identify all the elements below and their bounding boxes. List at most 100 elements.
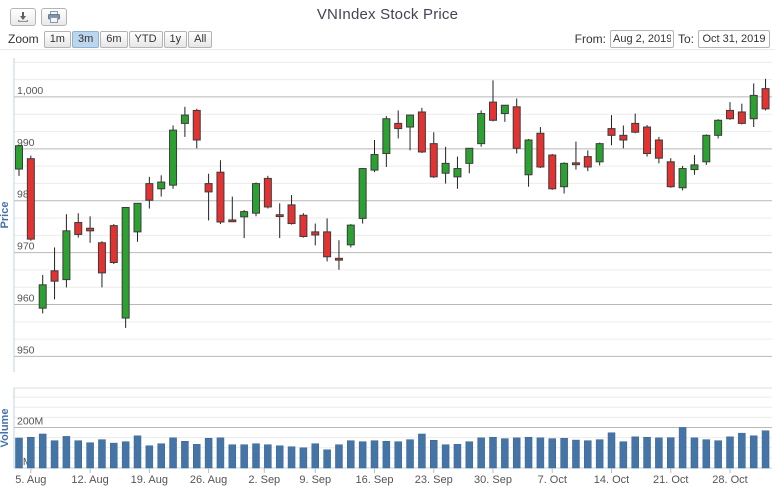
candle-sep-13[interactable] (358, 168, 367, 219)
volume-bar-sep-10[interactable] (323, 449, 331, 469)
candle-sep-18[interactable] (394, 122, 403, 130)
candle-oct-4[interactable] (536, 132, 545, 168)
candle-sep-24[interactable] (441, 162, 450, 174)
volume-bar-oct-3[interactable] (524, 436, 533, 469)
volume-bar-aug-9[interactable] (74, 440, 82, 469)
candle-sep-5[interactable] (287, 204, 296, 225)
zoom-button-all[interactable]: All (188, 31, 213, 48)
volume-bar-sep-17[interactable] (382, 441, 391, 469)
volume-bar-sep-24[interactable] (441, 444, 450, 469)
candle-sep-26[interactable] (465, 147, 474, 164)
candle-oct-21[interactable] (666, 161, 675, 188)
candle-sep-19[interactable] (406, 114, 415, 128)
candle-oct-17[interactable] (643, 126, 652, 154)
to-date-input[interactable] (698, 29, 770, 48)
volume-bar-sep-9[interactable] (311, 443, 319, 469)
volume-bar-aug-13[interactable] (98, 439, 106, 469)
zoom-button-1m[interactable]: 1m (43, 31, 71, 48)
volume-bar-oct-24[interactable] (702, 439, 711, 469)
download-button[interactable] (10, 8, 36, 26)
volume-bar-sep-11[interactable] (335, 444, 343, 469)
volume-bar-sep-30[interactable] (489, 436, 497, 469)
volume-bar-sep-12[interactable] (347, 440, 355, 469)
volume-bar-sep-26[interactable] (465, 441, 474, 469)
volume-bar-oct-23[interactable] (690, 437, 699, 469)
volume-bar-aug-6[interactable] (38, 433, 47, 469)
candle-oct-22[interactable] (678, 168, 687, 189)
volume-bar-oct-30[interactable] (749, 435, 758, 469)
volume-bar-sep-6[interactable] (299, 447, 308, 469)
zoom-button-1y[interactable]: 1y (163, 31, 188, 48)
volume-bar-sep-19[interactable] (406, 439, 414, 469)
volume-bar-aug-15[interactable] (121, 441, 130, 469)
volume-bar-aug-5[interactable] (27, 436, 35, 469)
candle-oct-10[interactable] (583, 156, 592, 168)
candle-aug-22[interactable] (180, 114, 189, 124)
candle-sep-30[interactable] (489, 101, 497, 121)
volume-bar-aug-21[interactable] (169, 437, 177, 469)
zoom-button-3m[interactable]: 3m (71, 31, 100, 48)
candle-oct-8[interactable] (560, 162, 569, 188)
candle-oct-3[interactable] (524, 139, 533, 176)
volume-bar-aug-23[interactable] (193, 444, 201, 469)
volume-bar-sep-18[interactable] (394, 441, 402, 469)
volume-bar-sep-16[interactable] (370, 440, 379, 469)
candle-aug-20[interactable] (157, 181, 166, 190)
candle-sep-6[interactable] (299, 214, 308, 238)
volume-bar-oct-4[interactable] (536, 437, 545, 469)
volume-bar-aug-2[interactable] (15, 437, 23, 469)
candle-oct-9[interactable] (571, 162, 580, 166)
candle-oct-2[interactable] (512, 106, 521, 149)
volume-bar-oct-2[interactable] (512, 437, 521, 469)
candle-sep-10[interactable] (323, 231, 332, 258)
volume-bar-aug-8[interactable] (62, 436, 71, 469)
candle-sep-3[interactable] (263, 177, 272, 208)
candle-aug-21[interactable] (169, 129, 178, 186)
volume-bar-oct-11[interactable] (595, 439, 604, 469)
candle-oct-25[interactable] (714, 119, 723, 136)
candle-aug-29[interactable] (240, 211, 249, 218)
volume-bar-oct-28[interactable] (726, 436, 734, 469)
volume-bar-oct-16[interactable] (631, 436, 639, 469)
candle-sep-17[interactable] (382, 118, 391, 154)
volume-bar-aug-22[interactable] (181, 441, 189, 469)
candle-aug-23[interactable] (192, 109, 201, 141)
candle-aug-16[interactable] (133, 202, 142, 233)
volume-bar-oct-8[interactable] (560, 437, 568, 469)
volume-bar-oct-29[interactable] (738, 432, 746, 469)
candle-aug-2[interactable] (15, 145, 23, 170)
candle-aug-7[interactable] (50, 270, 59, 282)
candle-sep-20[interactable] (417, 111, 426, 153)
volume-bar-sep-20[interactable] (418, 433, 426, 469)
candle-aug-5[interactable] (26, 158, 35, 240)
from-date-input[interactable] (609, 29, 674, 48)
volume-bar-aug-27[interactable] (216, 437, 225, 469)
volume-bar-aug-19[interactable] (145, 445, 154, 469)
candle-sep-4[interactable] (275, 214, 284, 218)
volume-bar-aug-29[interactable] (240, 444, 248, 469)
candle-aug-12[interactable] (86, 227, 95, 232)
candle-oct-31[interactable] (761, 88, 770, 110)
volume-bar-oct-21[interactable] (667, 437, 675, 469)
volume-bar-aug-26[interactable] (204, 437, 213, 469)
candle-oct-18[interactable] (654, 139, 663, 159)
candle-aug-27[interactable] (216, 171, 225, 223)
candle-oct-1[interactable] (500, 104, 509, 115)
candle-aug-30[interactable] (252, 183, 260, 214)
candle-aug-13[interactable] (97, 242, 106, 274)
volume-bar-aug-12[interactable] (86, 442, 94, 469)
volume-bar-oct-31[interactable] (761, 430, 770, 469)
zoom-button-ytd[interactable]: YTD (128, 31, 163, 48)
candle-sep-11[interactable] (334, 257, 343, 261)
candle-oct-15[interactable] (619, 134, 628, 141)
candle-aug-6[interactable] (38, 284, 47, 309)
zoom-button-6m[interactable]: 6m (100, 31, 128, 48)
volume-bar-oct-1[interactable] (501, 438, 509, 469)
candle-oct-16[interactable] (631, 122, 640, 133)
volume-bar-aug-30[interactable] (252, 443, 260, 469)
volume-bar-aug-16[interactable] (133, 435, 142, 469)
candle-oct-7[interactable] (548, 154, 557, 190)
candle-oct-29[interactable] (737, 111, 746, 124)
candle-aug-8[interactable] (62, 230, 71, 281)
volume-bar-sep-23[interactable] (430, 440, 438, 469)
